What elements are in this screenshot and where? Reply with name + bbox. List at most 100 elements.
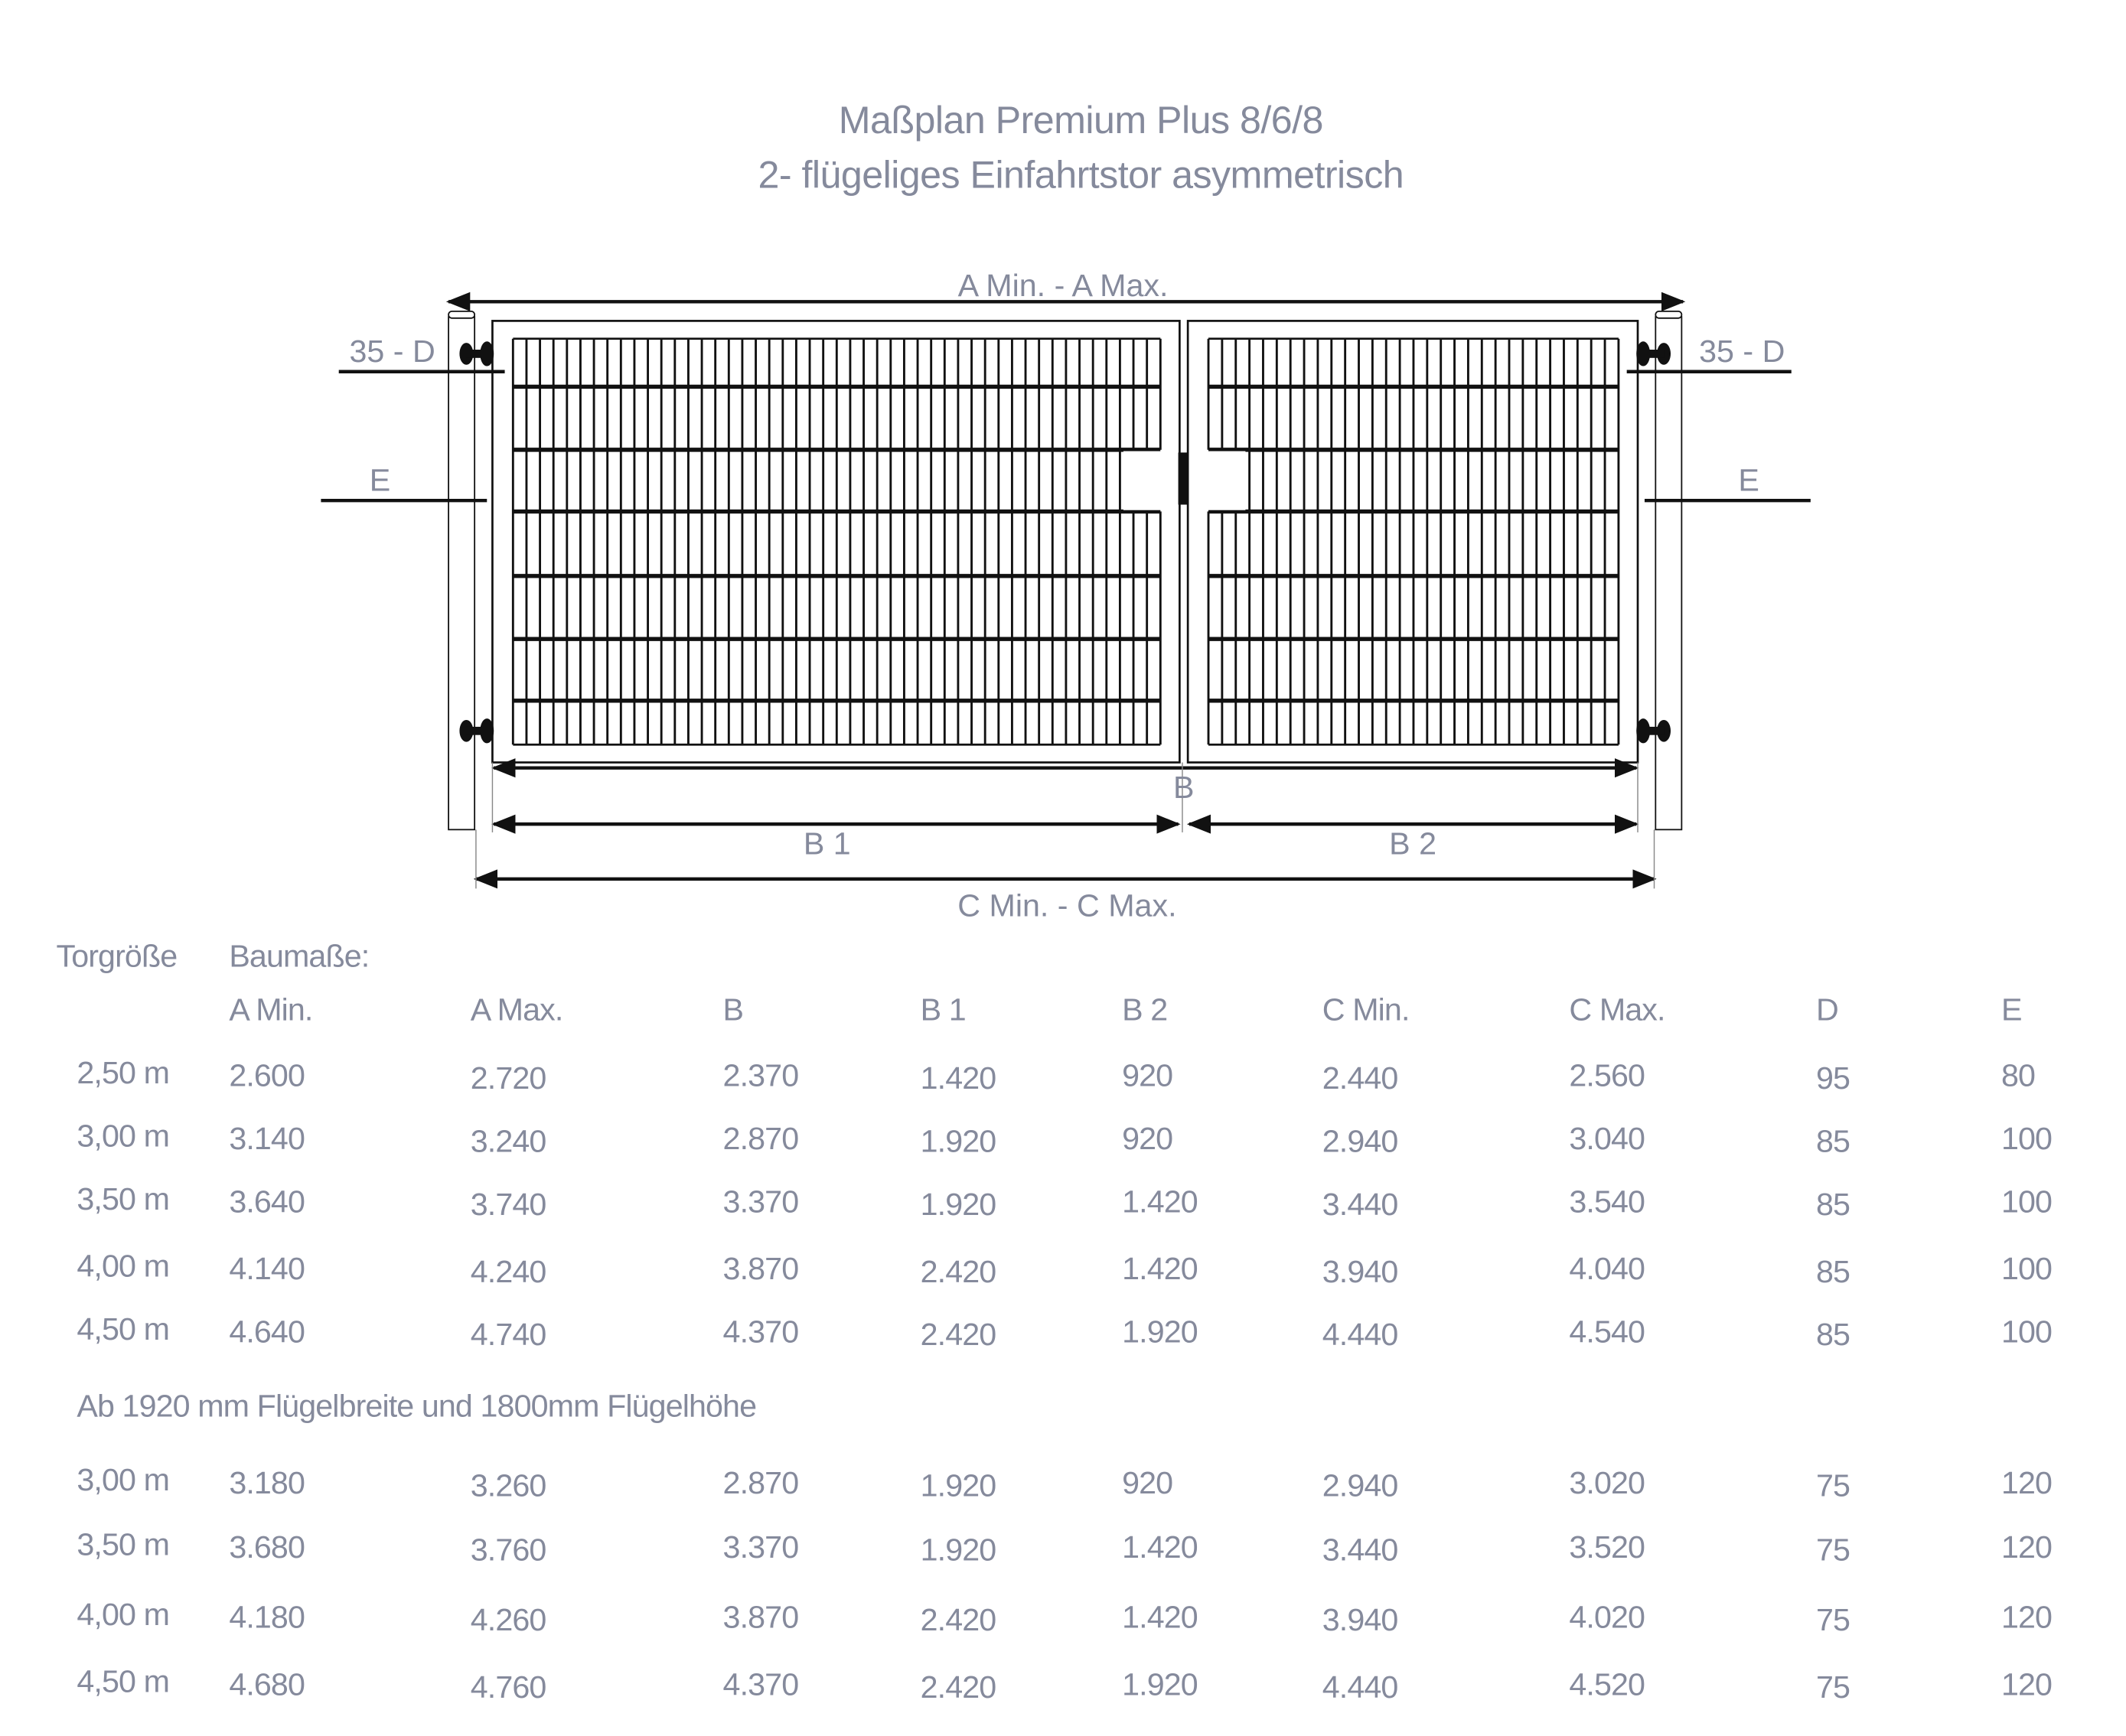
table-cell: 3.440 — [1322, 1531, 1399, 1568]
dim-b2-label: B 2 — [1389, 826, 1436, 861]
dim-e-left-label: E — [370, 463, 391, 498]
table-cell: 100 — [2000, 1120, 2053, 1156]
table-cell: 120 — [2000, 1464, 2053, 1500]
table-cell: 75 — [1816, 1669, 1850, 1705]
table-cell: 4.020 — [1569, 1598, 1645, 1635]
table-cell: 3.370 — [722, 1183, 800, 1220]
right-post — [1655, 316, 1683, 831]
table-cell: 95 — [1816, 1060, 1850, 1096]
table-cell: 2.600 — [229, 1057, 305, 1093]
dim-a-label: A Min. - A Max. — [958, 268, 1169, 303]
column-header: A Min. — [229, 991, 313, 1028]
table-cell: 2.720 — [470, 1060, 547, 1096]
row-size: 4,50 m — [77, 1311, 170, 1347]
table-cell: 1.920 — [920, 1186, 997, 1222]
table-cell: 2.940 — [1322, 1467, 1399, 1503]
dim-d-left-label: 35 - D — [349, 334, 435, 369]
table-cell: 3.540 — [1569, 1183, 1645, 1220]
table-cell: 4.240 — [470, 1253, 547, 1289]
table-cell: 4.680 — [229, 1666, 305, 1702]
row-size: 3,00 m — [77, 1461, 170, 1498]
table-label-dims: Baumaße: — [229, 937, 370, 974]
table-cell: 4.370 — [722, 1314, 800, 1350]
latch-clearance — [1207, 451, 1246, 510]
table-cell: 120 — [2000, 1598, 2053, 1635]
table-cell: 3.020 — [1569, 1464, 1645, 1500]
column-header: D — [1816, 991, 1839, 1028]
table-cell: 3.640 — [229, 1183, 305, 1220]
column-header: C Min. — [1322, 991, 1410, 1028]
table-cell: 3.740 — [470, 1186, 547, 1222]
table-cell: 85 — [1816, 1316, 1850, 1353]
table-cell: 3.940 — [1322, 1601, 1399, 1638]
table-cell: 100 — [2000, 1314, 2053, 1350]
column-header: A Max. — [470, 991, 564, 1028]
table-cell: 1.420 — [1122, 1598, 1198, 1635]
table-cell: 920 — [1122, 1120, 1173, 1156]
column-header: B 1 — [920, 991, 967, 1028]
table-cell: 3.370 — [722, 1529, 800, 1565]
table-cell: 3.520 — [1569, 1529, 1645, 1565]
row-size: 4,00 m — [77, 1596, 170, 1632]
table-cell: 4.260 — [470, 1601, 547, 1638]
column-header: B 2 — [1122, 991, 1168, 1028]
table-cell: 4.440 — [1322, 1316, 1399, 1353]
table-cell: 2.870 — [722, 1464, 800, 1500]
table-cell: 4.740 — [470, 1316, 547, 1353]
dim-b-label: B — [1173, 770, 1195, 805]
table-cell: 920 — [1122, 1057, 1173, 1093]
table-cell: 3.140 — [229, 1120, 305, 1156]
table-cell: 75 — [1816, 1467, 1850, 1503]
table-cell: 3.040 — [1569, 1120, 1645, 1156]
table-cell: 1.420 — [1122, 1183, 1198, 1220]
left-post-cap — [448, 310, 476, 319]
row-size: 4,50 m — [77, 1663, 170, 1699]
row-size: 3,50 m — [77, 1526, 170, 1562]
table-cell: 1.420 — [920, 1060, 997, 1096]
row-size: 3,00 m — [77, 1117, 170, 1154]
gate-drawing: A Min. - A Max. 35 - D 35 - D E E B B 1 … — [321, 268, 1811, 923]
table-cell: 2.420 — [920, 1601, 997, 1638]
table-cell: 4.520 — [1569, 1666, 1645, 1702]
gate-mesh — [511, 337, 1620, 746]
dim-e-right-label: E — [1738, 463, 1759, 498]
dim-b1-label: B 1 — [804, 826, 851, 861]
table-cell: 4.370 — [722, 1666, 800, 1702]
table-cell: 4.440 — [1322, 1669, 1399, 1705]
dim-d-right-label: 35 - D — [1699, 334, 1785, 369]
table-cell: 2.870 — [722, 1120, 800, 1156]
table-cell: 1.920 — [1122, 1314, 1198, 1350]
table-cell: 1.420 — [1122, 1529, 1198, 1565]
table-cell: 3.240 — [470, 1122, 547, 1159]
left-post — [448, 316, 476, 831]
dim-c-label: C Min. - C Max. — [957, 888, 1176, 923]
table-cell: 2.420 — [920, 1316, 997, 1353]
table-cell: 2.370 — [722, 1057, 800, 1093]
latch-clearance — [1123, 451, 1162, 510]
table-cell: 4.140 — [229, 1250, 305, 1287]
table-cell: 120 — [2000, 1666, 2053, 1702]
table-cell: 4.760 — [470, 1669, 547, 1705]
table-cell: 3.870 — [722, 1250, 800, 1287]
column-header: C Max. — [1569, 991, 1665, 1028]
table-cell: 4.040 — [1569, 1250, 1645, 1287]
table-cell: 2.940 — [1322, 1122, 1399, 1159]
table-cell: 3.870 — [722, 1598, 800, 1635]
table-cell: 1.920 — [1122, 1666, 1198, 1702]
table-cell: 120 — [2000, 1529, 2053, 1565]
column-header: E — [2000, 991, 2022, 1028]
table-cell: 4.540 — [1569, 1314, 1645, 1350]
table-cell: 4.180 — [229, 1598, 305, 1635]
table-cell: 100 — [2000, 1250, 2053, 1287]
table-label-size: Torgröße — [56, 937, 178, 974]
table-note: Ab 1920 mm Flügelbreite und 1800mm Flüge… — [77, 1387, 757, 1424]
table-cell: 100 — [2000, 1183, 2053, 1220]
hinge-icon — [459, 341, 1671, 744]
table-cell: 3.940 — [1322, 1253, 1399, 1289]
table-cell: 75 — [1816, 1601, 1850, 1638]
table-cell: 3.180 — [229, 1464, 305, 1500]
table-cell: 1.920 — [920, 1531, 997, 1568]
table-cell: 4.640 — [229, 1314, 305, 1350]
table-cell: 85 — [1816, 1253, 1850, 1289]
